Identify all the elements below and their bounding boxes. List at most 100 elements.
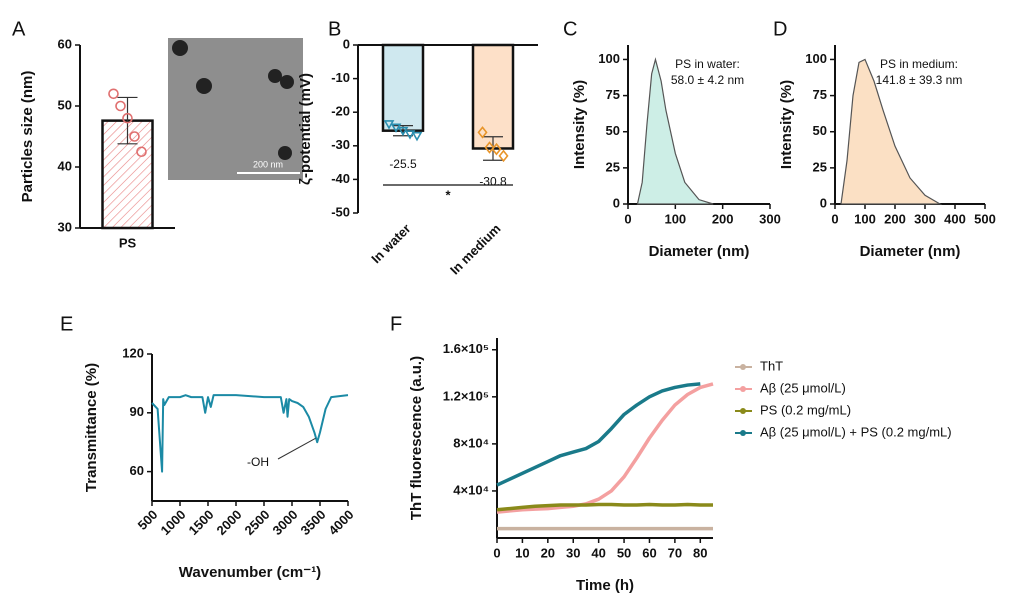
y-tick-label: 1.2×10⁵ [443, 388, 489, 403]
y-tick-label: 40 [58, 158, 72, 173]
panel-letter: D [773, 18, 787, 40]
legend-marker [740, 364, 746, 370]
y-tick-label: -40 [331, 171, 350, 186]
legend-marker [740, 430, 746, 436]
annotation: 141.8 ± 39.3 nm [876, 73, 963, 87]
y-axis-label: Intensity (%) [571, 80, 588, 169]
y-tick-label: 100 [805, 51, 827, 66]
data-point [115, 100, 126, 112]
x-tick-label: 20 [541, 545, 555, 560]
y-axis-label: Intensity (%) [778, 80, 795, 169]
y-tick-label: 50 [813, 123, 827, 138]
data-point [383, 120, 395, 130]
x-tick-label: 2500 [241, 507, 272, 538]
y-axis-label: Particles size (nm) [19, 71, 36, 203]
x-tick-label: 0 [831, 211, 838, 226]
y-tick-label: 25 [606, 159, 620, 174]
data-point [136, 146, 147, 158]
legend-label: PS (0.2 mg/mL) [760, 402, 851, 417]
y-tick-label: 4×10⁴ [453, 482, 489, 497]
x-tick-label: 50 [617, 545, 631, 560]
x-tick-label: 3000 [269, 507, 300, 538]
annotation: PS in medium: [880, 57, 958, 71]
annotation: PS in water: [675, 57, 740, 71]
y-tick-label: 100 [598, 51, 620, 66]
y-tick-label: -30 [331, 137, 350, 152]
y-tick-label: 0 [343, 36, 350, 51]
x-tick-label: 300 [914, 211, 936, 226]
x-tick-label: 200 [884, 211, 906, 226]
x-tick-label: 10 [515, 545, 529, 560]
y-tick-label: 50 [606, 123, 620, 138]
data-point [477, 126, 488, 139]
x-tick-label: 60 [642, 545, 656, 560]
y-tick-label: -50 [331, 204, 350, 219]
data-point [404, 130, 416, 140]
x-tick-label: 2000 [213, 507, 244, 538]
y-axis-label: ζ-potential (mV) [297, 73, 314, 185]
series-line [151, 394, 349, 473]
data-point [108, 88, 119, 100]
y-tick-label: 75 [813, 87, 827, 102]
legend-label: Aβ (25 μmol/L) [760, 380, 846, 395]
data-point [122, 112, 133, 124]
panel-letter: F [390, 313, 402, 335]
x-axis-label: Time (h) [576, 577, 634, 594]
panel-letter: C [563, 18, 577, 40]
series-line [496, 502, 713, 512]
area [840, 58, 943, 205]
x-tick-label: 70 [668, 545, 682, 560]
legend-marker [740, 386, 746, 392]
y-tick-label: 30 [58, 219, 72, 234]
x-tick-label: 500 [974, 211, 996, 226]
x-tick-label: 4000 [325, 507, 356, 538]
panel-letter: E [60, 313, 73, 335]
data-point [129, 131, 140, 142]
y-tick-label: 25 [813, 159, 827, 174]
x-axis-label: Diameter (nm) [649, 243, 750, 260]
x-tick-label: 100 [854, 211, 876, 226]
data-point [491, 142, 502, 156]
data-point [484, 141, 495, 154]
category-label: PS [119, 235, 137, 250]
x-tick-label: 3500 [297, 507, 328, 538]
y-tick-label: 50 [58, 97, 72, 112]
y-tick-label: 60 [130, 463, 144, 478]
area [636, 57, 714, 205]
category-label: In water [368, 221, 413, 266]
annotation: 58.0 ± 4.2 nm [671, 73, 744, 87]
x-tick-label: 500 [135, 507, 161, 533]
legend-marker [740, 408, 746, 414]
value-label: -30.8 [479, 175, 507, 189]
y-tick-label: 1.6×10⁵ [443, 341, 489, 356]
y-tick-label: 120 [122, 345, 144, 360]
y-tick-label: 90 [130, 404, 144, 419]
x-axis-label: Diameter (nm) [860, 243, 961, 260]
y-tick-label: 60 [58, 36, 72, 51]
y-tick-label: 8×10⁴ [453, 435, 489, 450]
panel-letter: B [328, 18, 341, 40]
tem-image: 200 nm [168, 38, 303, 180]
x-tick-label: 300 [759, 211, 781, 226]
annotation-leader [277, 437, 316, 460]
legend-label: ThT [760, 358, 783, 373]
value-label: -25.5 [389, 157, 417, 171]
y-axis-label: ThT fluorescence (a.u.) [408, 356, 425, 520]
y-tick-label: 0 [613, 195, 620, 210]
x-tick-label: 40 [591, 545, 605, 560]
y-axis-label: Transmittance (%) [83, 363, 100, 492]
data-point [397, 126, 409, 137]
scale-bar-label: 200 nm [253, 159, 283, 169]
panel-letter: A [12, 18, 26, 40]
significance-label: * [445, 187, 451, 202]
bar [381, 43, 425, 132]
x-axis-label: Wavenumber (cm⁻¹) [179, 564, 321, 581]
legend-label: Aβ (25 μmol/L) + PS (0.2 mg/mL) [760, 424, 952, 439]
series-line [496, 382, 701, 487]
x-tick-label: 400 [944, 211, 966, 226]
data-point [498, 149, 509, 163]
annotation: -OH [247, 455, 269, 469]
x-tick-label: 1000 [157, 507, 188, 538]
series-line [496, 382, 714, 514]
